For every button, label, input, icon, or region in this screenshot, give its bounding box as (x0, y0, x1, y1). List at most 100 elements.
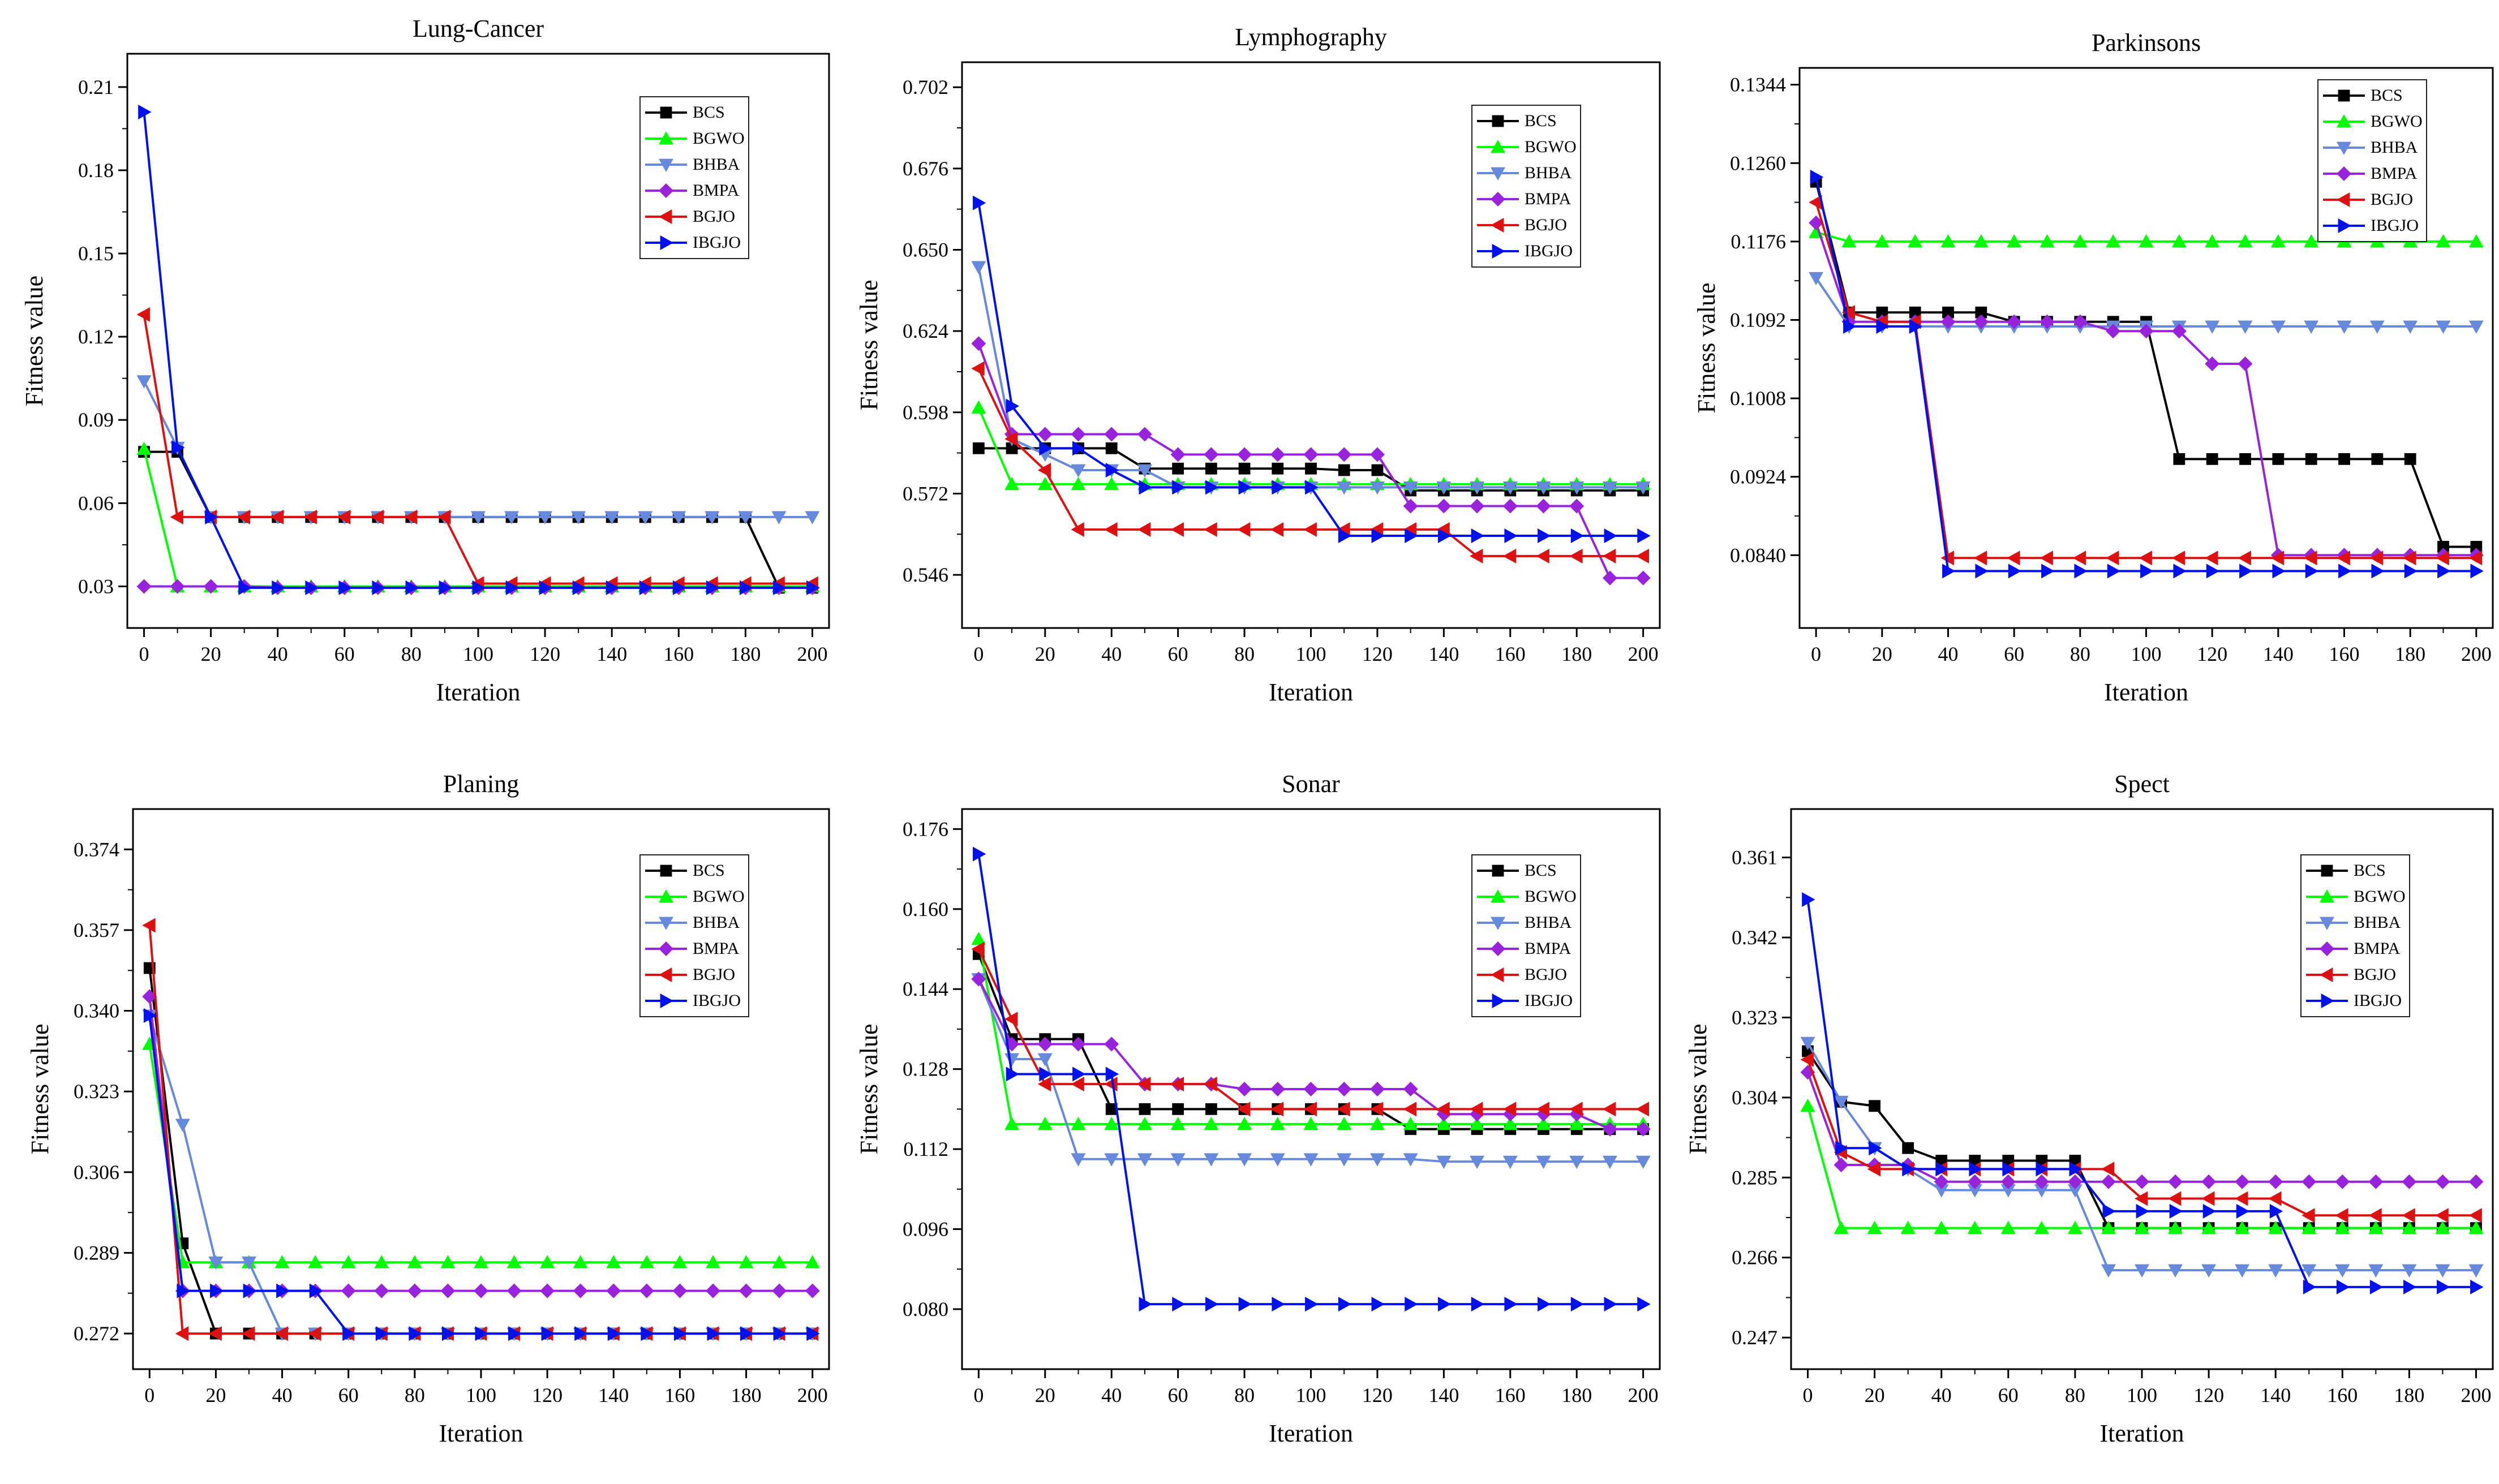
legend-label: BGWO (693, 129, 745, 148)
legend-swatch-icon (1477, 115, 1519, 127)
x-tick-label: 140 (1428, 1384, 1459, 1406)
data-point (2072, 550, 2086, 566)
y-axis-label: Fitness value (1693, 283, 1720, 414)
chart-title: Parkinsons (2092, 29, 2201, 57)
legend-marker (1491, 218, 1504, 233)
x-tick-label: 100 (466, 1384, 496, 1406)
legend-entry: IBGJO (1476, 238, 1577, 264)
data-point (474, 1283, 488, 1298)
data-point (540, 1255, 555, 1268)
y-tick-label: 0.676 (903, 157, 948, 180)
legend-entry: BMPA (644, 178, 745, 204)
data-point (270, 509, 284, 524)
data-point (639, 1283, 654, 1298)
data-point (1436, 1102, 1450, 1117)
data-point (272, 580, 285, 595)
data-point (1940, 314, 1956, 329)
x-axis-label: Iteration (1269, 1420, 1353, 1447)
series-bmpa (971, 336, 1651, 586)
legend-marker (1491, 967, 1504, 982)
data-point (1071, 522, 1084, 537)
data-point (1841, 234, 1857, 248)
data-point (2272, 564, 2286, 579)
data-point (2101, 1162, 2115, 1177)
data-point (440, 1255, 456, 1268)
data-point (2000, 1220, 2016, 1234)
y-tick-label: 0.1092 (1730, 309, 1786, 332)
y-tick-label: 0.323 (74, 1080, 119, 1103)
x-tick-label: 100 (2131, 643, 2162, 665)
data-point (505, 580, 519, 595)
data-point (2437, 564, 2451, 579)
data-point (1369, 447, 1385, 462)
data-point (1536, 1102, 1549, 1117)
data-point (606, 580, 620, 595)
y-tick-label: 0.096 (903, 1218, 948, 1241)
legend-swatch-icon (1477, 864, 1519, 877)
data-point (2335, 1264, 2350, 1278)
series-bmpa (1800, 1065, 2484, 1189)
legend-swatch-icon (2323, 218, 2365, 233)
x-tick-label: 80 (2070, 643, 2090, 665)
y-tick-label: 0.304 (1732, 1086, 1777, 1109)
data-point (2435, 1220, 2450, 1234)
x-tick-label: 100 (1296, 1384, 1326, 1406)
legend-marker (659, 158, 673, 172)
data-point (2034, 1184, 2049, 1198)
series-line (143, 314, 813, 585)
data-point (407, 1283, 422, 1298)
legend-marker (2321, 864, 2333, 877)
data-point (136, 441, 152, 455)
data-point (440, 1283, 456, 1298)
data-point (2201, 1191, 2215, 1206)
x-tick-label: 40 (1101, 1384, 1122, 1406)
x-tick-label: 20 (1035, 643, 1055, 665)
data-point (2169, 1203, 2183, 1219)
data-point (1204, 1153, 1219, 1167)
data-point (1337, 1153, 1352, 1167)
x-tick-label: 120 (532, 1384, 563, 1406)
x-tick-label: 80 (1234, 1384, 1255, 1406)
data-point (1237, 447, 1252, 462)
data-point (1942, 564, 1956, 579)
data-point (1470, 1155, 1485, 1169)
data-point (1237, 1082, 1252, 1096)
legend-entry: BHBA (644, 910, 745, 936)
data-point (1004, 1036, 1020, 1052)
x-tick-label: 0 (973, 643, 984, 665)
data-point (2337, 550, 2350, 566)
data-point (1538, 1297, 1551, 1312)
legend-marker (659, 941, 673, 956)
data-point (2101, 1174, 2116, 1189)
legend-label: BHBA (2354, 913, 2401, 932)
data-point (1037, 427, 1053, 442)
legend-entry: BMPA (2305, 936, 2406, 962)
series-line (148, 996, 813, 1292)
legend-entry: IBGJO (2305, 988, 2406, 1014)
data-point (1338, 528, 1352, 544)
data-point (2436, 320, 2451, 334)
legend-swatch-icon (645, 889, 687, 903)
data-point (672, 1283, 688, 1298)
data-point (506, 1283, 522, 1298)
data-point (1502, 1116, 1518, 1130)
data-point (1139, 480, 1152, 495)
data-point (1105, 442, 1118, 454)
data-point (1635, 570, 1651, 586)
data-point (439, 580, 452, 595)
x-tick-label: 40 (1931, 1384, 1952, 1406)
data-point (2236, 1203, 2250, 1219)
data-point (1569, 1155, 1585, 1169)
data-point (1237, 1102, 1251, 1117)
data-point (276, 1283, 290, 1298)
chart-title: Spect (2114, 770, 2170, 798)
x-tick-label: 120 (1362, 1384, 1393, 1406)
data-point (2335, 1208, 2348, 1223)
legend-label: BGWO (1525, 887, 1577, 906)
data-point (1602, 570, 1617, 586)
data-point (1934, 1184, 1949, 1198)
data-point (971, 931, 986, 945)
data-point (2106, 550, 2119, 566)
data-point (1602, 548, 1616, 564)
legend-label: BCS (1525, 111, 1557, 130)
